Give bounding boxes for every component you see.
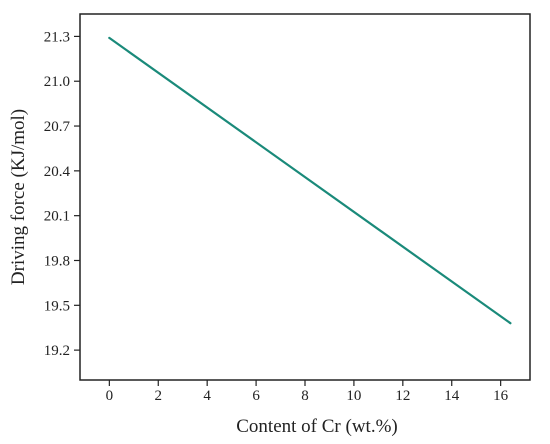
x-tick-label: 2 xyxy=(155,388,163,404)
x-tick-label: 14 xyxy=(444,388,460,404)
plot-frame xyxy=(79,13,531,381)
x-tick-label: 4 xyxy=(203,388,211,404)
x-tick-label: 8 xyxy=(301,388,309,404)
y-axis: 19.2 19.5 19.8 20.1 20.4 20.7 21.0 21.3 xyxy=(44,29,80,359)
y-tick-label: 20.4 xyxy=(44,164,71,180)
series-line xyxy=(108,36,512,325)
y-tick-label: 19.8 xyxy=(44,253,70,269)
x-tick-label: 6 xyxy=(252,388,260,404)
x-tick-label: 16 xyxy=(493,388,509,404)
y-tick-label: 20.7 xyxy=(44,119,71,135)
y-tick-label: 20.1 xyxy=(44,209,70,225)
y-tick-label: 19.5 xyxy=(44,298,70,314)
x-tick-label: 0 xyxy=(106,388,114,404)
y-tick-label: 21.3 xyxy=(44,29,70,45)
series-layer xyxy=(108,36,512,325)
x-axis: 0 2 4 6 8 10 12 14 16 xyxy=(106,380,509,404)
y-tick-label: 19.2 xyxy=(44,343,70,359)
y-axis-title: Driving force (KJ/mol) xyxy=(8,109,29,285)
y-tick-label: 21.0 xyxy=(44,74,70,90)
x-tick-label: 10 xyxy=(346,388,361,404)
x-axis-title: Content of Cr (wt.%) xyxy=(236,416,397,437)
x-tick-label: 12 xyxy=(395,388,410,404)
